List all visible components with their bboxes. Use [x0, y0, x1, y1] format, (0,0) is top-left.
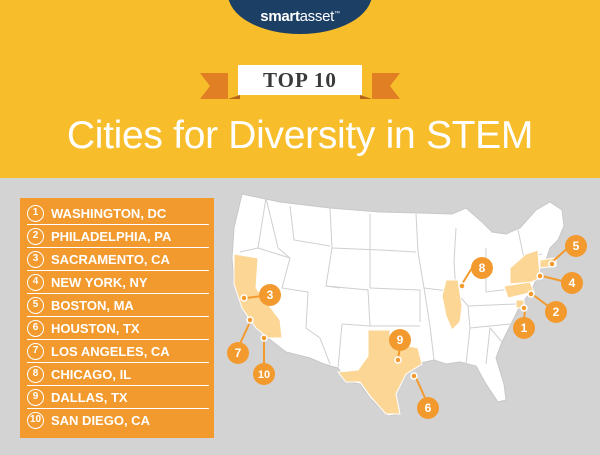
- city-name: PHILADELPHIA, PA: [51, 229, 172, 244]
- marker-bubble: [565, 235, 587, 257]
- rank-badge: 10: [27, 412, 44, 429]
- rank-badge: 9: [27, 389, 44, 406]
- marker-bubble: [471, 257, 493, 279]
- marker-bubble: [417, 397, 439, 419]
- marker-bubble: [561, 272, 583, 294]
- marker-label: 9: [397, 333, 404, 347]
- marker-label: 1: [521, 321, 528, 335]
- us-landmass: [231, 193, 565, 417]
- marker-bubble: [227, 342, 249, 364]
- marker-label: 6: [425, 401, 432, 415]
- marker-dot: [410, 372, 418, 380]
- marker-dot: [520, 304, 528, 312]
- city-name: SACRAMENTO, CA: [51, 252, 170, 267]
- top10-ribbon: TOP 10: [200, 65, 400, 101]
- city-name: SAN DIEGO, CA: [51, 413, 150, 428]
- marker-dot: [394, 356, 402, 364]
- marker-labels: 1 2 3 4 5 6 7 8 9 10: [235, 239, 580, 415]
- list-item: 8 CHICAGO, IL: [27, 363, 209, 386]
- list-item: 7 LOS ANGELES, CA: [27, 340, 209, 363]
- rank-badge: 1: [27, 205, 44, 222]
- marker-dot: [246, 316, 254, 324]
- city-name: NEW YORK, NY: [51, 275, 148, 290]
- marker-dot: [536, 272, 544, 280]
- rank-badge: 4: [27, 274, 44, 291]
- rankings-list: 1 WASHINGTON, DC 2 PHILADELPHIA, PA 3 SA…: [20, 198, 214, 438]
- marker-bubbles: [227, 235, 587, 419]
- marker-bubble: [259, 284, 281, 306]
- rank-badge: 8: [27, 366, 44, 383]
- page-title: Cities for Diversity in STEM: [66, 114, 534, 157]
- rank-badge: 6: [27, 320, 44, 337]
- marker-dots: [240, 260, 556, 380]
- rank-badge: 7: [27, 343, 44, 360]
- marker-label: 4: [569, 276, 576, 290]
- list-item: 6 HOUSTON, TX: [27, 317, 209, 340]
- marker-bubble: [389, 329, 411, 351]
- marker-dot: [260, 334, 268, 342]
- marker-dot: [527, 290, 535, 298]
- list-item: 2 PHILADELPHIA, PA: [27, 225, 209, 248]
- smartasset-logo: smartasset™: [260, 8, 340, 25]
- rank-badge: 5: [27, 297, 44, 314]
- list-item: 1 WASHINGTON, DC: [27, 202, 209, 225]
- marker-bubble: [513, 317, 535, 339]
- city-name: BOSTON, MA: [51, 298, 134, 313]
- rank-badge: 3: [27, 251, 44, 268]
- marker-label: 7: [235, 346, 242, 360]
- list-item: 4 NEW YORK, NY: [27, 271, 209, 294]
- ribbon-shape-icon: [200, 65, 400, 99]
- ribbon-label: TOP 10: [263, 68, 337, 92]
- marker-label: 5: [573, 239, 580, 253]
- marker-label: 8: [479, 261, 486, 275]
- marker-label: 2: [553, 305, 560, 319]
- list-item: 9 DALLAS, TX: [27, 386, 209, 409]
- city-name: CHICAGO, IL: [51, 367, 132, 382]
- city-name: LOS ANGELES, CA: [51, 344, 170, 359]
- city-name: WASHINGTON, DC: [51, 206, 167, 221]
- list-item: 5 BOSTON, MA: [27, 294, 209, 317]
- header-banner: smartasset™ TOP 10 Cities for Diversity …: [0, 0, 600, 178]
- marker-label: 10: [258, 369, 270, 381]
- city-name: HOUSTON, TX: [51, 321, 140, 336]
- marker-dot: [458, 282, 466, 290]
- list-item: 3 SACRAMENTO, CA: [27, 248, 209, 271]
- marker-dot: [240, 294, 248, 302]
- marker-bubble: [545, 301, 567, 323]
- marker-label: 3: [267, 288, 274, 302]
- us-map: 1 2 3 4 5 6 7 8 9 10: [227, 193, 587, 419]
- marker-dot: [548, 260, 556, 268]
- marker-bubble: [253, 363, 275, 385]
- list-item: 10 SAN DIEGO, CA: [27, 409, 209, 432]
- rank-badge: 2: [27, 228, 44, 245]
- city-name: DALLAS, TX: [51, 390, 128, 405]
